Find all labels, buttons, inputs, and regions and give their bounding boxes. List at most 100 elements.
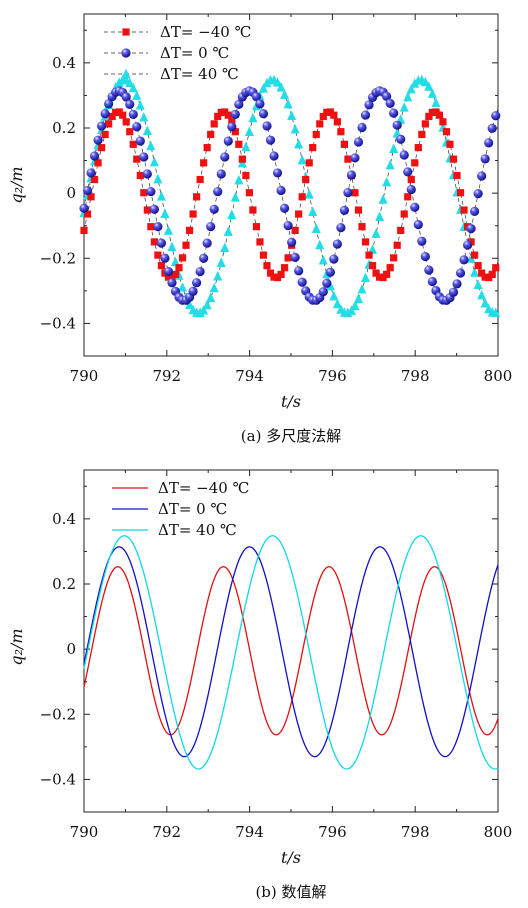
data-point: [372, 269, 380, 277]
data-point: [125, 77, 135, 88]
x-tick-label: 796: [318, 367, 347, 385]
legend-label: ΔT= −40 ℃: [158, 479, 249, 497]
data-point: [337, 128, 345, 136]
data-point: [210, 120, 218, 128]
data-point: [175, 264, 183, 272]
data-point: [351, 189, 359, 197]
data-point: [358, 223, 366, 231]
data-point: [231, 128, 239, 136]
data-point: [427, 276, 437, 287]
x-tick-label: 800: [484, 367, 513, 385]
x-tick-label: 794: [235, 823, 264, 841]
x-tick-label: 796: [318, 823, 347, 841]
data-point: [466, 224, 476, 234]
data-point: [350, 153, 360, 163]
data-point: [467, 238, 475, 246]
data-point: [378, 194, 388, 204]
data-point: [393, 241, 401, 249]
data-point: [136, 171, 144, 180]
data-point: [442, 128, 451, 136]
data-point: [353, 293, 363, 303]
data-point: [244, 126, 254, 136]
data-point: [446, 140, 454, 148]
data-point: [276, 185, 286, 196]
data-point: [206, 292, 216, 302]
data-point: [192, 278, 202, 288]
data-point: [364, 100, 374, 110]
data-point: [199, 304, 209, 315]
data-point: [279, 203, 290, 213]
data-point: [202, 238, 212, 248]
data-point: [216, 169, 226, 179]
data-point: [399, 102, 409, 112]
data-point: [298, 193, 306, 201]
y-tick-label: 0: [66, 184, 76, 202]
data-point: [425, 112, 433, 121]
data-point: [142, 169, 152, 179]
data-point: [453, 171, 461, 180]
data-point: [248, 112, 258, 123]
data-point: [228, 118, 236, 126]
data-point: [448, 287, 459, 297]
y-tick-label: −0.4: [40, 770, 76, 788]
data-point: [284, 254, 292, 262]
data-point: [308, 206, 318, 216]
y-tick-label: 0.4: [52, 54, 76, 72]
data-point: [492, 264, 500, 272]
data-point: [128, 82, 138, 93]
data-point: [462, 240, 473, 250]
data-point: [234, 99, 244, 110]
data-point: [283, 98, 293, 109]
data-point: [259, 251, 268, 259]
data-point: [491, 111, 501, 121]
data-point: [332, 239, 342, 249]
data-point: [82, 185, 93, 196]
data-point: [330, 111, 338, 119]
data-point: [406, 83, 416, 94]
data-point: [276, 82, 286, 92]
data-point: [108, 112, 116, 121]
data-point: [171, 270, 180, 278]
data-point: [140, 189, 148, 197]
data-point: [460, 206, 468, 214]
data-point: [403, 167, 413, 177]
data-point: [273, 77, 283, 87]
y-tick-label: −0.2: [40, 249, 76, 267]
data-point: [294, 138, 304, 149]
data-point: [318, 254, 328, 265]
data-point: [139, 152, 149, 162]
data-point: [157, 262, 166, 270]
data-point: [291, 226, 299, 235]
data-point: [122, 118, 130, 126]
data-point: [207, 130, 215, 139]
data-point: [163, 225, 173, 235]
data-point: [216, 257, 226, 268]
data-point: [371, 228, 381, 238]
panel-a-plot-frame: [83, 13, 499, 357]
data-point: [343, 188, 353, 198]
data-point: [420, 251, 430, 262]
data-point: [154, 251, 162, 259]
data-point: [132, 90, 142, 100]
data-point: [196, 175, 204, 184]
data-point: [318, 287, 328, 297]
panel-a-x-axis-label: t/s: [281, 392, 301, 411]
data-point: [344, 155, 352, 163]
data-point: [417, 236, 427, 246]
data-point: [365, 251, 373, 259]
data-point: [185, 299, 195, 310]
data-point: [147, 223, 155, 231]
data-point: [411, 159, 419, 167]
data-point: [340, 140, 349, 148]
series-2-markers: [79, 74, 501, 318]
data-point: [435, 111, 444, 119]
data-point: [167, 241, 177, 252]
data-point: [156, 191, 166, 201]
panel-b-numerical: 790 792 794 796 798 800 −0.4 −0.2 0 0.2 0.4 ΔT= −4…: [7, 469, 512, 901]
data-point: [452, 279, 462, 289]
data-point: [101, 130, 109, 139]
data-point: [312, 130, 320, 139]
data-point: [119, 111, 127, 119]
data-point: [353, 137, 364, 147]
data-point: [332, 298, 342, 309]
